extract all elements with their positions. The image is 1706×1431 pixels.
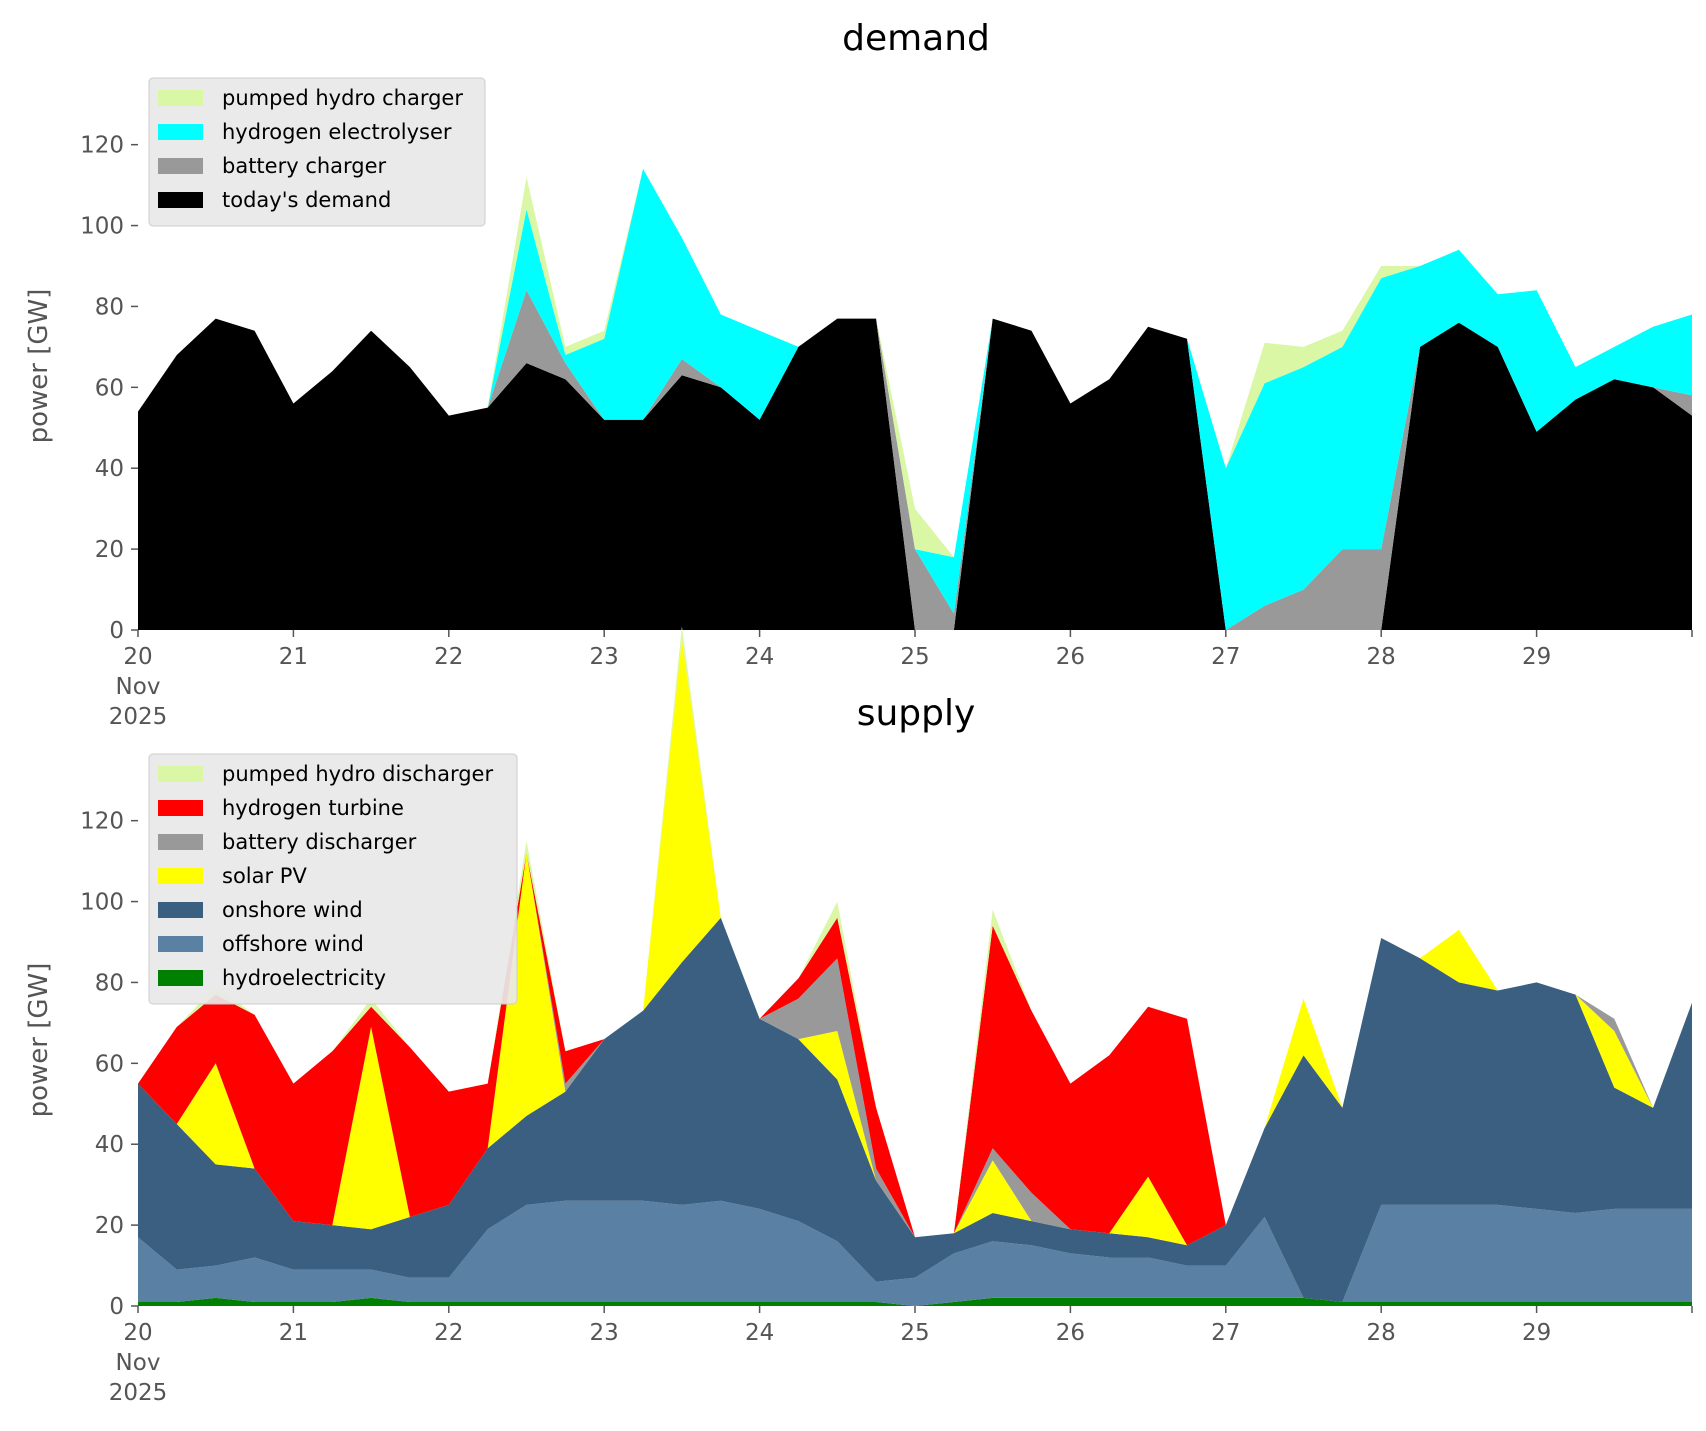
supply-x-tick-label: 26 — [1056, 1320, 1085, 1346]
supply-legend-label-onshore-wind: onshore wind — [222, 898, 363, 922]
demand-x-tick-label: 28 — [1367, 644, 1396, 670]
supply-x-tick-label: 29 — [1522, 1320, 1551, 1346]
supply-y-tick-label: 80 — [95, 970, 124, 996]
supply-chart: supply power [GW] 02040608010012020Nov20… — [24, 626, 1693, 1406]
supply-x-tick-label: 25 — [900, 1320, 929, 1346]
supply-legend-swatch-battery-discharger — [158, 834, 203, 850]
demand-area-today-s-demand — [138, 318, 1692, 630]
demand-x-tick-label: 29 — [1522, 644, 1551, 670]
supply-y-tick-label: 0 — [109, 1294, 124, 1320]
demand-legend-swatch-today-s-demand — [158, 192, 203, 208]
supply-y-tick-label: 40 — [95, 1132, 124, 1158]
demand-legend-label-battery-charger: battery charger — [222, 154, 387, 178]
demand-area-battery-charger — [138, 290, 1692, 630]
demand-chart: demand power [GW] 02040608010012020Nov20… — [24, 18, 1693, 730]
demand-y-tick-label: 20 — [95, 537, 124, 563]
supply-legend: pumped hydro discharger hydrogen turbine b… — [148, 753, 518, 1005]
supply-area-onshore-wind — [138, 917, 1692, 1302]
supply-area-hydroelectricity — [138, 1297, 1692, 1306]
supply-legend-swatch-offshore-wind — [158, 936, 203, 952]
demand-legend: pumped hydro charger hydrogen electrolyse… — [148, 77, 486, 227]
demand-x-tick-label: 24 — [745, 644, 774, 670]
supply-x-tick-label: 23 — [590, 1320, 619, 1346]
supply-legend-swatch-hydroelectricity — [158, 970, 203, 986]
supply-chart-title: supply — [857, 693, 976, 734]
demand-legend-frame — [148, 77, 486, 227]
demand-x-tick-label: 23 — [590, 644, 619, 670]
supply-x-tick-label: 21 — [279, 1320, 308, 1346]
demand-x-tick-label: 21 — [279, 644, 308, 670]
supply-y-tick-label: 20 — [95, 1213, 124, 1239]
demand-area-layers — [138, 168, 1692, 630]
demand-x-tick-label: 25 — [900, 644, 929, 670]
demand-x-tick-label: 22 — [434, 644, 463, 670]
supply-x-month-label: Nov — [116, 1350, 161, 1376]
demand-area-hydrogen-electrolyser — [138, 168, 1692, 630]
supply-y-tick-label: 100 — [80, 890, 124, 916]
demand-x-month-label: Nov — [116, 674, 161, 700]
demand-y-tick-label: 0 — [109, 618, 124, 644]
supply-legend-swatch-solar-pv — [158, 868, 203, 884]
demand-x-tick-label: 20 — [123, 644, 152, 670]
supply-x-tick-label: 24 — [745, 1320, 774, 1346]
demand-legend-swatch-hydrogen-electrolyser — [158, 124, 203, 140]
supply-x-tick-label: 27 — [1211, 1320, 1240, 1346]
demand-y-tick-label: 120 — [80, 133, 124, 159]
demand-y-axis-label: power [GW] — [24, 289, 54, 444]
demand-legend-label-pumped-hydro-charger: pumped hydro charger — [222, 86, 463, 110]
supply-y-axis-label: power [GW] — [24, 963, 54, 1118]
supply-x-tick-label: 22 — [434, 1320, 463, 1346]
supply-legend-label-pumped-hydro-discharger: pumped hydro discharger — [222, 762, 493, 786]
supply-legend-frame — [148, 753, 518, 1005]
demand-y-tick-label: 40 — [95, 456, 124, 482]
demand-y-tick-label: 80 — [95, 294, 124, 320]
supply-legend-label-hydroelectricity: hydroelectricity — [222, 966, 386, 990]
supply-legend-label-hydrogen-turbine: hydrogen turbine — [222, 796, 404, 820]
demand-legend-swatch-pumped-hydro-charger — [158, 90, 203, 106]
demand-legend-label-today-s-demand: today's demand — [222, 188, 391, 212]
supply-area-offshore-wind — [138, 1200, 1692, 1306]
supply-y-tick-label: 60 — [95, 1051, 124, 1077]
demand-chart-title: demand — [842, 18, 990, 59]
supply-area-layers — [138, 626, 1692, 1306]
supply-x-tick-label: 28 — [1367, 1320, 1396, 1346]
supply-area-solar-pv — [138, 638, 1692, 1246]
supply-x-year-label: 2025 — [109, 1380, 168, 1406]
demand-legend-swatch-battery-charger — [158, 158, 203, 174]
supply-legend-swatch-pumped-hydro-discharger — [158, 766, 203, 782]
supply-legend-label-solar-pv: solar PV — [222, 864, 307, 888]
demand-x-year-label: 2025 — [109, 704, 168, 730]
supply-x-tick-label: 20 — [123, 1320, 152, 1346]
demand-x-tick-label: 27 — [1211, 644, 1240, 670]
demand-y-tick-label: 100 — [80, 214, 124, 240]
supply-area-hydrogen-turbine — [138, 638, 1692, 1246]
supply-y-tick-label: 120 — [80, 809, 124, 835]
supply-legend-swatch-onshore-wind — [158, 902, 203, 918]
demand-legend-label-hydrogen-electrolyser: hydrogen electrolyser — [222, 120, 452, 144]
supply-legend-swatch-hydrogen-turbine — [158, 800, 203, 816]
demand-y-tick-label: 60 — [95, 375, 124, 401]
demand-x-tick-label: 26 — [1056, 644, 1085, 670]
supply-legend-label-offshore-wind: offshore wind — [222, 932, 364, 956]
supply-legend-label-battery-discharger: battery discharger — [222, 830, 417, 854]
